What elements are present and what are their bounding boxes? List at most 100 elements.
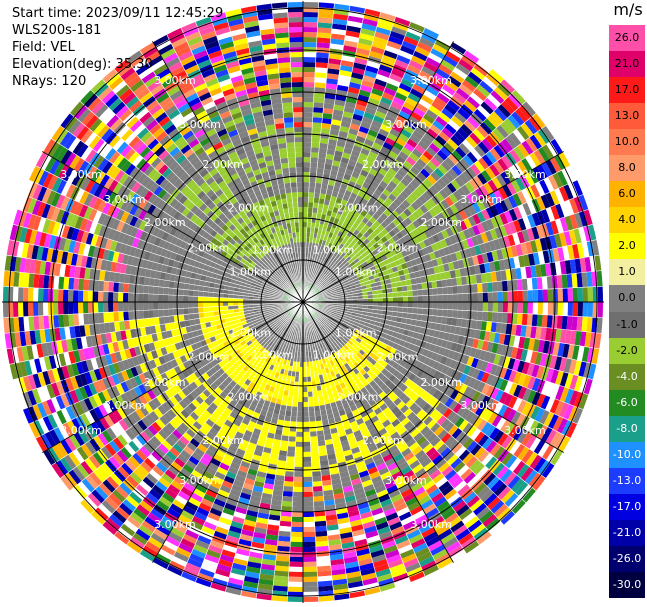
velocity-cell: [293, 471, 303, 478]
velocity-cell: [328, 58, 342, 65]
velocity-cell: [414, 243, 422, 252]
velocity-cell: [303, 391, 308, 398]
velocity-cell: [337, 166, 347, 174]
velocity-cell: [277, 540, 291, 547]
velocity-cell: [514, 108, 529, 123]
velocity-cell: [312, 286, 317, 291]
velocity-cell: [564, 199, 575, 216]
velocity-cell: [525, 137, 538, 153]
velocity-cell: [372, 115, 385, 124]
velocity-cell: [319, 287, 324, 292]
velocity-cell: [459, 158, 471, 170]
velocity-cell: [315, 62, 329, 69]
velocity-cell: [328, 139, 338, 146]
velocity-cell: [403, 173, 414, 184]
velocity-cell: [313, 287, 318, 292]
velocity-cell: [452, 91, 467, 104]
velocity-cell: [501, 280, 508, 292]
velocity-cell: [314, 525, 327, 532]
velocity-cell: [313, 287, 318, 292]
velocity-cell: [416, 185, 426, 195]
velocity-cell: [311, 461, 321, 467]
velocity-cell: [312, 207, 318, 214]
velocity-cell: [572, 287, 578, 302]
velocity-cell: [380, 123, 392, 133]
velocity-cell: [356, 157, 366, 165]
velocity-cell: [400, 220, 409, 229]
velocity-cell: [339, 161, 348, 169]
velocity-cell: [447, 309, 453, 318]
velocity-cell: [397, 168, 407, 178]
velocity-cell: [367, 97, 380, 106]
velocity-cell: [440, 174, 451, 186]
velocity-cell: [359, 267, 366, 273]
velocity-cell: [402, 307, 408, 313]
velocity-cell: [452, 190, 463, 202]
velocity-cell: [319, 142, 328, 149]
velocity-cell: [481, 208, 491, 221]
velocity-cell: [508, 208, 518, 222]
velocity-cell: [311, 279, 315, 285]
velocity-cell: [329, 275, 335, 280]
velocity-cell: [380, 96, 393, 106]
velocity-cell: [348, 81, 362, 90]
velocity-cell: [431, 100, 445, 112]
velocity-cell: [296, 416, 303, 422]
velocity-cell: [536, 164, 548, 180]
velocity-cell: [278, 450, 288, 457]
velocity-cell: [324, 277, 329, 282]
velocity-cell: [536, 196, 546, 211]
velocity-cell: [303, 526, 315, 533]
velocity-cell: [423, 238, 431, 248]
velocity-cell: [479, 80, 494, 94]
velocity-cell: [318, 198, 325, 205]
velocity-cell: [345, 256, 352, 262]
velocity-cell: [308, 242, 313, 248]
velocity-cell: [315, 182, 322, 189]
velocity-cell: [398, 49, 413, 60]
velocity-cell: [303, 411, 309, 417]
velocity-cell: [492, 291, 498, 302]
velocity-cell: [382, 188, 392, 198]
velocity-cell: [531, 314, 538, 327]
velocity-cell: [303, 436, 311, 442]
velocity-cell: [353, 277, 359, 283]
velocity-cell: [337, 192, 345, 200]
velocity-cell: [303, 87, 315, 93]
velocity-cell: [344, 101, 357, 109]
velocity-cell: [293, 481, 303, 487]
velocity-cell: [390, 201, 399, 211]
velocity-cell: [326, 291, 332, 295]
velocity-cell: [316, 560, 331, 567]
velocity-cell: [323, 251, 328, 258]
velocity-cell: [502, 184, 513, 198]
velocity-cell: [312, 481, 323, 487]
velocity-cell: [306, 237, 310, 243]
velocity-cell: [308, 187, 315, 193]
velocity-cell: [295, 431, 303, 437]
velocity-cell: [372, 36, 388, 46]
velocity-cell: [297, 406, 303, 412]
velocity-cell: [392, 96, 406, 106]
velocity-cell: [317, 12, 334, 19]
velocity-cell: [315, 67, 328, 74]
velocity-cell: [504, 210, 514, 224]
velocity-cell: [501, 312, 508, 324]
velocity-cell: [303, 151, 311, 158]
velocity-cell: [424, 220, 433, 230]
velocity-cell: [534, 181, 546, 197]
velocity-cell: [504, 96, 519, 112]
velocity-cell: [341, 267, 348, 273]
velocity-cell: [361, 79, 375, 88]
velocity-cell: [359, 257, 366, 264]
velocity-cell: [335, 197, 343, 204]
velocity-cell: [316, 42, 331, 49]
velocity-cell: [348, 279, 355, 285]
velocity-cell: [394, 91, 408, 102]
velocity-cell: [357, 190, 366, 199]
velocity-cell: [543, 177, 555, 193]
velocity-cell: [476, 172, 488, 185]
velocity-cell: [416, 171, 427, 182]
velocity-cell: [403, 124, 415, 135]
velocity-cell: [303, 126, 313, 133]
